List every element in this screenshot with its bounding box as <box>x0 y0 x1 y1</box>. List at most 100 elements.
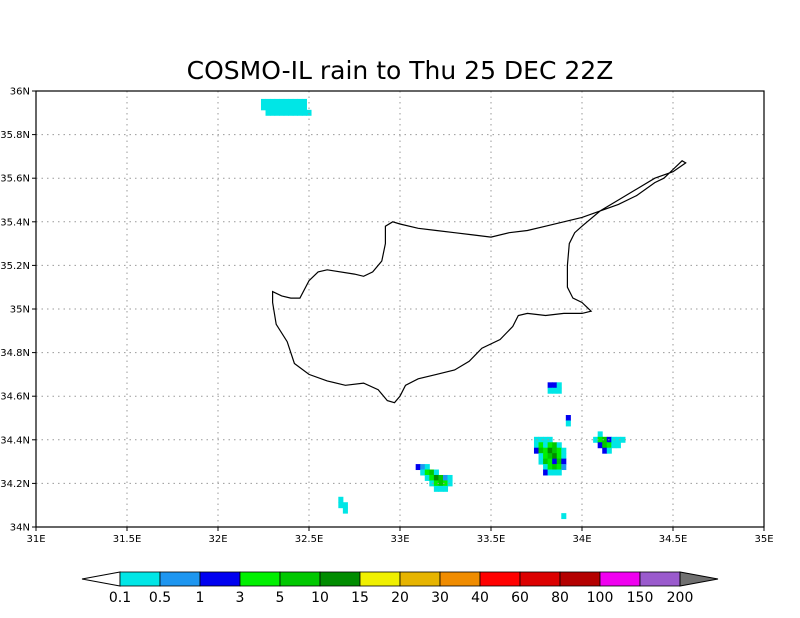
rain-cell <box>556 458 562 465</box>
colorbar-level-label: 15 <box>351 590 369 606</box>
rain-cell <box>597 436 603 443</box>
rain-cell <box>543 447 549 454</box>
rain-cell <box>442 485 449 492</box>
colorbar-level-label: 60 <box>511 590 529 606</box>
rain-cell <box>565 420 571 427</box>
colorbar-box <box>399 571 441 587</box>
colorbar-level-label: 80 <box>551 590 569 606</box>
rain-cell <box>342 507 348 514</box>
rain-cell <box>265 104 271 111</box>
colorbar-level-label: 1 <box>196 590 205 606</box>
rain-cell <box>547 469 553 476</box>
colorbar-box <box>439 571 481 587</box>
colorbar-under-triangle <box>81 571 121 587</box>
rain-cell <box>606 447 612 454</box>
axis-ticks: 31E 31.5E 32E 32.5E 33E 33.5E 34E 34.5E 35E 34N 34… <box>0 87 773 546</box>
rain-cell <box>292 98 298 105</box>
rain-cell <box>561 458 567 465</box>
rain-cell <box>547 387 553 394</box>
rain-cell <box>556 447 562 454</box>
rain-cell <box>593 436 599 443</box>
x-tick-label: 31E <box>26 534 45 545</box>
rain-cell <box>538 442 544 449</box>
map-title: COSMO-IL rain to Thu 25 DEC 22Z <box>187 56 614 85</box>
rain-cell <box>547 453 553 460</box>
rain-cell <box>265 98 271 105</box>
y-tick-label: 34.2N <box>0 479 30 490</box>
rain-cell <box>447 480 453 487</box>
colorbar-box <box>639 571 681 587</box>
rain-cell <box>611 442 617 449</box>
rain-layer <box>260 98 626 520</box>
rain-cell <box>288 109 294 116</box>
rain-cell <box>565 415 571 421</box>
rain-cell <box>274 109 280 116</box>
rain-cell <box>556 442 562 449</box>
rain-cell <box>279 109 285 116</box>
colorbar-level-label: 5 <box>276 590 285 606</box>
colorbar-box <box>479 571 521 587</box>
colorbar-level-label: 20 <box>391 590 409 606</box>
rain-cell <box>543 436 549 443</box>
x-tick-label: 33.5E <box>477 534 506 545</box>
rain-cell <box>415 464 421 471</box>
y-tick-label: 34.4N <box>0 435 30 446</box>
colorbar-box <box>199 571 241 587</box>
colorbar-box <box>519 571 561 587</box>
rain-cell <box>620 436 626 443</box>
x-tick-label: 31.5E <box>113 534 142 545</box>
rain-cell <box>538 453 544 460</box>
rain-cell <box>533 447 540 454</box>
rain-cell <box>552 469 558 476</box>
y-tick-label: 34.6N <box>0 392 30 403</box>
rain-cell <box>292 109 298 116</box>
y-tick-label: 35.2N <box>0 261 30 272</box>
rain-cell <box>533 442 540 449</box>
rain-cell <box>597 442 603 449</box>
rain-cell <box>342 502 348 509</box>
rain-cell <box>552 382 558 389</box>
x-tick-label: 34.5E <box>659 534 688 545</box>
rain-cell <box>265 109 271 116</box>
x-tick-label: 34E <box>572 534 591 545</box>
colorbar-level-label: 150 <box>627 590 654 606</box>
rain-cell <box>442 480 449 487</box>
colorbar-level-label: 10 <box>311 590 329 606</box>
rain-cell <box>615 442 621 449</box>
rain-cell <box>547 458 553 465</box>
rain-cell <box>433 474 439 481</box>
rain-cell <box>283 104 289 111</box>
rain-cell <box>338 502 344 509</box>
rain-cell <box>297 109 303 116</box>
colorbar-box <box>239 571 281 587</box>
rain-cell <box>543 464 549 471</box>
colorbar-level-label: 200 <box>667 590 694 606</box>
rain-cell <box>288 98 294 105</box>
rain-cell <box>556 382 562 389</box>
x-tick-label: 33E <box>390 534 409 545</box>
rain-cell <box>270 104 276 111</box>
colorbar-over-triangle <box>679 571 719 587</box>
rain-cell <box>283 98 289 105</box>
coastline <box>272 160 687 404</box>
colorbar-box <box>319 571 361 587</box>
colorbar: 0.1 0.5 1 3 5 10 15 20 30 40 60 80 100 150 200 <box>81 571 719 606</box>
rain-cell <box>556 387 562 394</box>
colorbar-box <box>159 571 201 587</box>
x-tick-label: 32E <box>208 534 227 545</box>
colorbar-level-label: 30 <box>431 590 449 606</box>
rain-cell <box>433 480 439 487</box>
rain-cell <box>552 464 558 471</box>
rain-cell <box>424 464 430 471</box>
rain-cell <box>538 458 544 465</box>
rain-cell <box>297 98 303 105</box>
rain-cell <box>338 496 344 503</box>
rain-cell <box>288 104 294 111</box>
rain-cell <box>260 98 267 105</box>
rain-cell <box>561 513 567 520</box>
colorbar-level-label: 100 <box>587 590 614 606</box>
rain-cell <box>279 104 285 111</box>
rain-cell <box>447 474 453 481</box>
rain-cell <box>270 109 276 116</box>
rain-cell <box>552 453 558 460</box>
